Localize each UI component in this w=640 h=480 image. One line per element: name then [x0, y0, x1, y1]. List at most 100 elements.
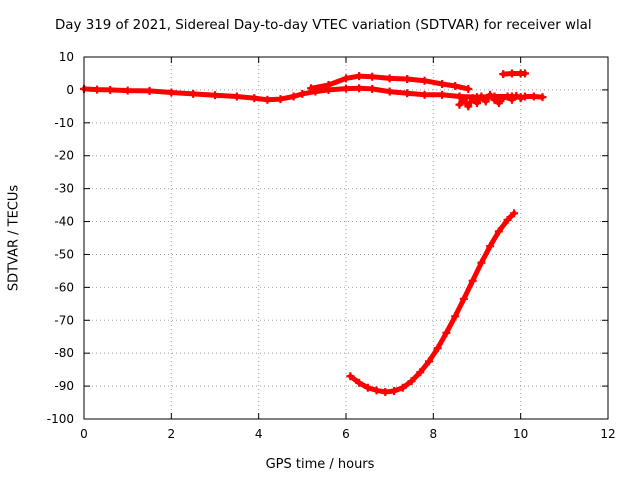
data-point	[464, 84, 473, 93]
y-tick-label: -90	[54, 379, 74, 393]
data-point	[390, 387, 399, 396]
data-point	[464, 102, 473, 111]
data-point	[538, 93, 547, 102]
data-points	[80, 69, 547, 397]
data-point	[368, 72, 377, 81]
data-point	[438, 79, 447, 88]
y-tick-label: -30	[54, 182, 74, 196]
data-point	[473, 99, 481, 108]
data-point	[211, 91, 219, 100]
x-tick-label: 0	[80, 427, 88, 441]
data-point	[477, 92, 486, 101]
data-point	[385, 87, 394, 96]
series-track	[81, 85, 524, 103]
data-point	[451, 312, 460, 321]
data-point	[372, 386, 381, 395]
data-point	[385, 74, 394, 83]
data-point	[342, 74, 350, 83]
y-tick-label: 0	[66, 83, 74, 97]
data-point	[455, 92, 464, 101]
y-tick-label: -100	[47, 412, 74, 426]
data-point	[263, 95, 272, 104]
x-axis-label: GPS time / hours	[265, 457, 375, 472]
data-point	[355, 378, 364, 387]
y-tick-label: -80	[54, 346, 74, 360]
data-point	[298, 89, 307, 98]
data-point	[416, 368, 425, 377]
x-tick-label: 8	[430, 427, 438, 441]
y-tick-label: -50	[54, 247, 74, 261]
x-tick-label: 10	[513, 427, 528, 441]
data-point	[451, 81, 460, 90]
data-point	[403, 75, 412, 84]
data-point	[398, 383, 407, 392]
y-tick-label: 10	[59, 50, 74, 64]
data-point	[512, 91, 521, 100]
data-point	[424, 357, 433, 366]
data-point	[494, 227, 503, 236]
data-point	[368, 84, 377, 93]
data-point	[167, 88, 176, 97]
data-point	[503, 215, 512, 224]
data-point	[494, 99, 503, 108]
data-point	[324, 80, 333, 89]
data-point	[355, 84, 364, 93]
data-point	[250, 94, 259, 103]
data-point	[355, 72, 364, 81]
data-point	[468, 276, 477, 285]
data-point	[455, 100, 464, 109]
data-point	[342, 84, 350, 93]
data-point	[276, 95, 285, 104]
data-point	[521, 69, 530, 78]
plot-frame	[83, 56, 609, 420]
data-point	[499, 94, 508, 103]
y-tick-label: -70	[54, 313, 74, 327]
data-point	[420, 76, 429, 85]
chart-title: Day 319 of 2021, Sidereal Day-to-day VTE…	[55, 18, 592, 33]
data-point	[442, 328, 451, 337]
data-point	[189, 89, 198, 98]
data-point	[507, 69, 516, 78]
x-tick-label: 4	[255, 427, 263, 441]
x-tick-label: 2	[168, 427, 176, 441]
data-point	[433, 344, 442, 353]
data-point	[403, 89, 412, 98]
data-point	[93, 85, 102, 94]
data-point	[477, 258, 486, 267]
grid-lines	[84, 57, 608, 419]
data-point	[459, 294, 468, 303]
y-tick-label: -20	[54, 149, 74, 163]
y-tick-label: -40	[54, 215, 74, 229]
data-point	[459, 95, 468, 104]
data-point	[503, 92, 512, 101]
data-point	[106, 85, 115, 94]
data-point	[363, 383, 372, 392]
tick-labels: 0 2 4 6 8 10 12 10 0 -10 -20 -30 -40 -50 -60 -70 -80 -90 -…	[47, 50, 616, 441]
x-tick-label: 6	[342, 427, 350, 441]
series-track	[347, 210, 517, 395]
data-point	[486, 90, 495, 99]
data-point	[145, 86, 154, 95]
y-tick-label: -10	[54, 116, 74, 130]
data-point	[123, 86, 132, 95]
data-point	[510, 209, 519, 218]
data-point	[232, 92, 241, 101]
data-point	[381, 388, 390, 397]
data-point	[486, 242, 495, 251]
y-axis-label: SDTVAR / TECUs	[6, 184, 22, 292]
data-point	[481, 97, 490, 106]
data-point	[499, 70, 508, 79]
data-point	[420, 90, 429, 99]
data-point	[289, 92, 298, 101]
data-point	[468, 94, 477, 103]
data-point	[529, 92, 538, 101]
data-point	[307, 84, 316, 93]
data-point	[507, 95, 516, 104]
data-point	[438, 90, 447, 99]
data-point	[490, 95, 499, 104]
x-tick-label: 12	[600, 427, 615, 441]
data-point	[521, 92, 530, 101]
y-tick-label: -60	[54, 280, 74, 294]
data-point	[346, 372, 355, 381]
